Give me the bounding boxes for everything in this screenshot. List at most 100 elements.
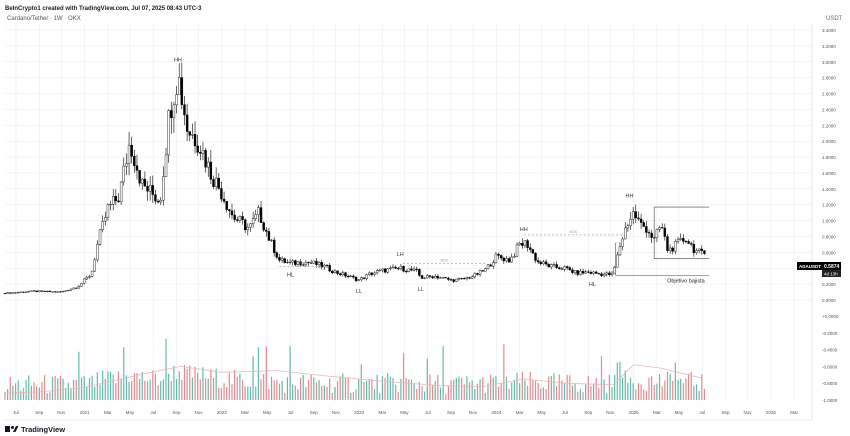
volume-bar [249, 386, 252, 400]
candle-body [138, 170, 141, 184]
candle-body [370, 272, 374, 275]
time-tick-label: Nov [606, 410, 615, 415]
volume-bar [381, 376, 384, 400]
volume-bar [260, 379, 262, 400]
candle-body [674, 241, 677, 252]
candle-body [146, 186, 149, 192]
candle-body [341, 272, 345, 276]
volume-tick-label: -1.0000 [822, 398, 838, 403]
volume-bar [342, 373, 344, 400]
candle-body [592, 271, 595, 274]
volume-bar [263, 373, 265, 400]
volume-bar [556, 386, 558, 400]
volume-bar [315, 382, 318, 400]
candle-body [473, 273, 476, 278]
candle-body [64, 290, 67, 292]
candle-body [526, 240, 529, 248]
candle-body [278, 257, 281, 261]
candle-body [550, 264, 553, 268]
volume-bar [611, 387, 613, 400]
volume-bar [379, 393, 381, 400]
candle-body [555, 264, 558, 268]
volume-bar [102, 370, 104, 400]
volume-bar [43, 375, 46, 400]
candle-body [280, 258, 284, 261]
time-tick-label: Mar [104, 410, 112, 415]
candle-body [259, 207, 263, 223]
volume-bar [685, 378, 687, 400]
candle-body [154, 194, 157, 202]
candle-body [77, 286, 81, 289]
candle-body [299, 261, 302, 266]
candle-body [613, 267, 616, 274]
candle-body [637, 217, 640, 220]
candle-body [273, 239, 276, 253]
time-tick-label: May [400, 410, 409, 415]
volume-bar [418, 382, 420, 400]
candle-body [241, 216, 244, 220]
volume-bar [542, 387, 545, 400]
price-tick-label: 1.0000 [822, 219, 836, 224]
candle-body [222, 198, 226, 202]
volume-bar [41, 381, 43, 400]
volume-bar [656, 383, 658, 400]
price-tick-label: 2.8000 [822, 76, 836, 81]
volume-bar [86, 386, 88, 400]
candle-body [682, 238, 685, 242]
candle-body [457, 278, 461, 280]
candle-body [233, 214, 236, 220]
candle-body [220, 188, 223, 200]
candle-body [196, 145, 199, 153]
volume-bar [592, 383, 595, 400]
volume-bar [524, 380, 526, 400]
candle-body [338, 273, 342, 276]
candle-body [170, 110, 173, 119]
volume-bar [616, 362, 618, 400]
candle-body [230, 210, 234, 216]
candle-body [639, 218, 643, 223]
volume-bar [70, 388, 72, 400]
time-tick-label: 2021 [80, 410, 91, 415]
volume-bar [458, 376, 460, 400]
candle-body [22, 291, 25, 293]
volume-bar [513, 379, 515, 400]
candle-body [90, 270, 94, 277]
structure-label: LL [418, 287, 424, 293]
volume-bar [447, 385, 450, 400]
volume-bar [133, 373, 135, 400]
candle-body [523, 240, 527, 246]
volume-bar [466, 376, 468, 400]
volume-bar [191, 377, 193, 400]
volume-bar [479, 379, 481, 400]
volume-bar [78, 351, 80, 400]
time-tick-label: Mar [790, 410, 798, 415]
volume-bar [534, 381, 537, 400]
candle-body [24, 291, 28, 293]
candle-body [365, 274, 368, 279]
candle-body [104, 217, 107, 222]
candle-body [605, 272, 608, 275]
price-tick-label: 0.2000 [822, 282, 836, 287]
volume-bar [197, 372, 199, 400]
candle-body [352, 275, 355, 278]
volume-bar [474, 388, 476, 400]
volume-bar [606, 393, 608, 400]
candle-body [536, 260, 540, 263]
volume-bar [168, 373, 170, 400]
candle-body [114, 196, 118, 202]
candle-body [650, 232, 653, 238]
volume-bar [540, 388, 542, 400]
volume-tick-label: -0.4000 [822, 348, 838, 353]
candle-body [481, 270, 484, 272]
candle-body [489, 264, 492, 267]
volume-bar [17, 380, 19, 400]
candle-body [404, 271, 408, 273]
volume-bar [471, 380, 473, 400]
volume-bar [57, 378, 59, 400]
candle-body [164, 154, 168, 177]
volume-bar [239, 373, 241, 400]
candle-body [27, 291, 30, 293]
volume-bar [313, 377, 315, 400]
candle-body [288, 261, 292, 263]
volume-bar [59, 375, 62, 400]
